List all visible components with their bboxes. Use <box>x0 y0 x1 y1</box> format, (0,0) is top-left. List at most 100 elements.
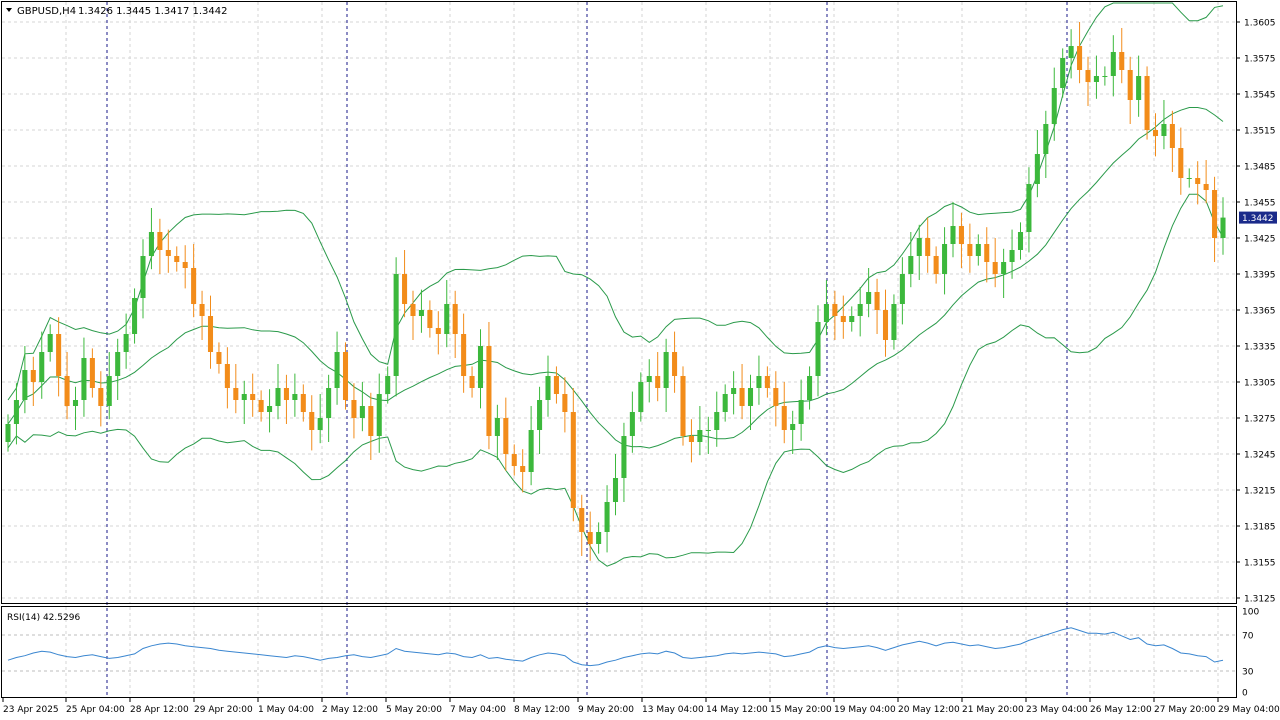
candle[interactable] <box>39 331 45 399</box>
candle[interactable] <box>1085 56 1091 106</box>
candle[interactable] <box>1026 167 1032 253</box>
candle[interactable] <box>427 300 433 338</box>
candle[interactable] <box>1017 222 1024 260</box>
candle[interactable] <box>798 379 804 441</box>
candle[interactable] <box>292 373 298 417</box>
candle[interactable] <box>697 406 703 456</box>
candle[interactable] <box>461 313 467 393</box>
candle[interactable] <box>562 377 568 433</box>
candle[interactable] <box>1178 127 1184 195</box>
candle[interactable] <box>1161 100 1167 150</box>
triangle-down-icon[interactable] <box>6 8 12 12</box>
candle[interactable] <box>418 289 424 333</box>
candle[interactable] <box>56 317 62 397</box>
candle[interactable] <box>81 337 87 417</box>
candle[interactable] <box>435 311 441 355</box>
candle[interactable] <box>199 290 205 340</box>
candle[interactable] <box>376 373 382 453</box>
candle[interactable] <box>731 371 737 415</box>
candle[interactable] <box>5 414 11 452</box>
candle[interactable] <box>899 257 905 325</box>
candle[interactable] <box>823 280 829 336</box>
candle[interactable] <box>528 406 534 486</box>
candle[interactable] <box>1060 48 1066 98</box>
candle[interactable] <box>537 386 543 454</box>
candle[interactable] <box>191 244 197 318</box>
candle[interactable] <box>511 444 517 476</box>
candle[interactable] <box>89 348 95 398</box>
candle[interactable] <box>916 224 922 280</box>
candle[interactable] <box>1051 67 1057 141</box>
candle[interactable] <box>520 449 526 493</box>
candle[interactable] <box>672 331 678 393</box>
candle[interactable] <box>773 371 779 427</box>
candle[interactable] <box>1195 161 1201 205</box>
candle[interactable] <box>739 364 745 420</box>
candle[interactable] <box>882 289 889 357</box>
candle[interactable] <box>553 366 559 404</box>
candle[interactable] <box>992 238 998 288</box>
candle[interactable] <box>1043 110 1049 178</box>
candle[interactable] <box>1077 22 1083 84</box>
candle[interactable] <box>140 239 146 319</box>
candle[interactable] <box>849 306 855 332</box>
candle[interactable] <box>1009 229 1015 279</box>
candle[interactable] <box>933 246 939 284</box>
candle[interactable] <box>587 511 593 561</box>
candle[interactable] <box>1136 55 1142 117</box>
candle[interactable] <box>368 392 374 460</box>
candle[interactable] <box>444 280 450 348</box>
candle[interactable] <box>207 295 214 369</box>
candle[interactable] <box>874 278 880 334</box>
candle[interactable] <box>832 290 838 340</box>
candle[interactable] <box>604 485 610 553</box>
candle[interactable] <box>545 355 551 417</box>
candle[interactable] <box>452 290 458 358</box>
candle[interactable] <box>326 374 332 442</box>
candle[interactable] <box>317 394 323 444</box>
candle[interactable] <box>612 454 619 516</box>
candle[interactable] <box>975 234 981 266</box>
candle[interactable] <box>267 389 273 433</box>
candle[interactable] <box>1001 248 1007 298</box>
candle[interactable] <box>385 366 391 404</box>
candle[interactable] <box>663 338 669 412</box>
candle[interactable] <box>334 331 340 405</box>
candle[interactable] <box>22 346 28 414</box>
candle[interactable] <box>1220 197 1226 255</box>
candle[interactable] <box>402 250 408 318</box>
candle[interactable] <box>1102 66 1108 86</box>
candle[interactable] <box>688 419 694 463</box>
candle[interactable] <box>250 373 256 417</box>
candle[interactable] <box>1169 110 1175 172</box>
candle[interactable] <box>182 245 188 289</box>
candle[interactable] <box>1186 168 1192 188</box>
candle[interactable] <box>1152 113 1159 157</box>
candle[interactable] <box>30 356 36 406</box>
candle[interactable] <box>224 347 230 409</box>
candle[interactable] <box>148 208 154 270</box>
candle[interactable] <box>393 257 399 397</box>
candle[interactable] <box>958 212 964 268</box>
candle[interactable] <box>629 391 635 453</box>
candle[interactable] <box>351 383 357 439</box>
candle[interactable] <box>123 313 129 369</box>
candle[interactable] <box>477 329 484 409</box>
candle[interactable] <box>342 342 349 410</box>
candle[interactable] <box>258 390 264 422</box>
candle[interactable] <box>756 355 762 405</box>
candle[interactable] <box>47 324 53 362</box>
candle[interactable] <box>486 322 492 450</box>
candle[interactable] <box>570 388 576 522</box>
candle[interactable] <box>165 229 171 273</box>
candle[interactable] <box>747 374 754 430</box>
candle[interactable] <box>925 217 931 273</box>
candle[interactable] <box>241 380 247 424</box>
candle[interactable] <box>216 342 222 374</box>
candle[interactable] <box>790 410 796 454</box>
candle[interactable] <box>1110 35 1116 97</box>
candle[interactable] <box>1144 66 1150 140</box>
candle[interactable] <box>646 359 652 403</box>
candle[interactable] <box>714 391 720 447</box>
candle[interactable] <box>309 395 315 451</box>
